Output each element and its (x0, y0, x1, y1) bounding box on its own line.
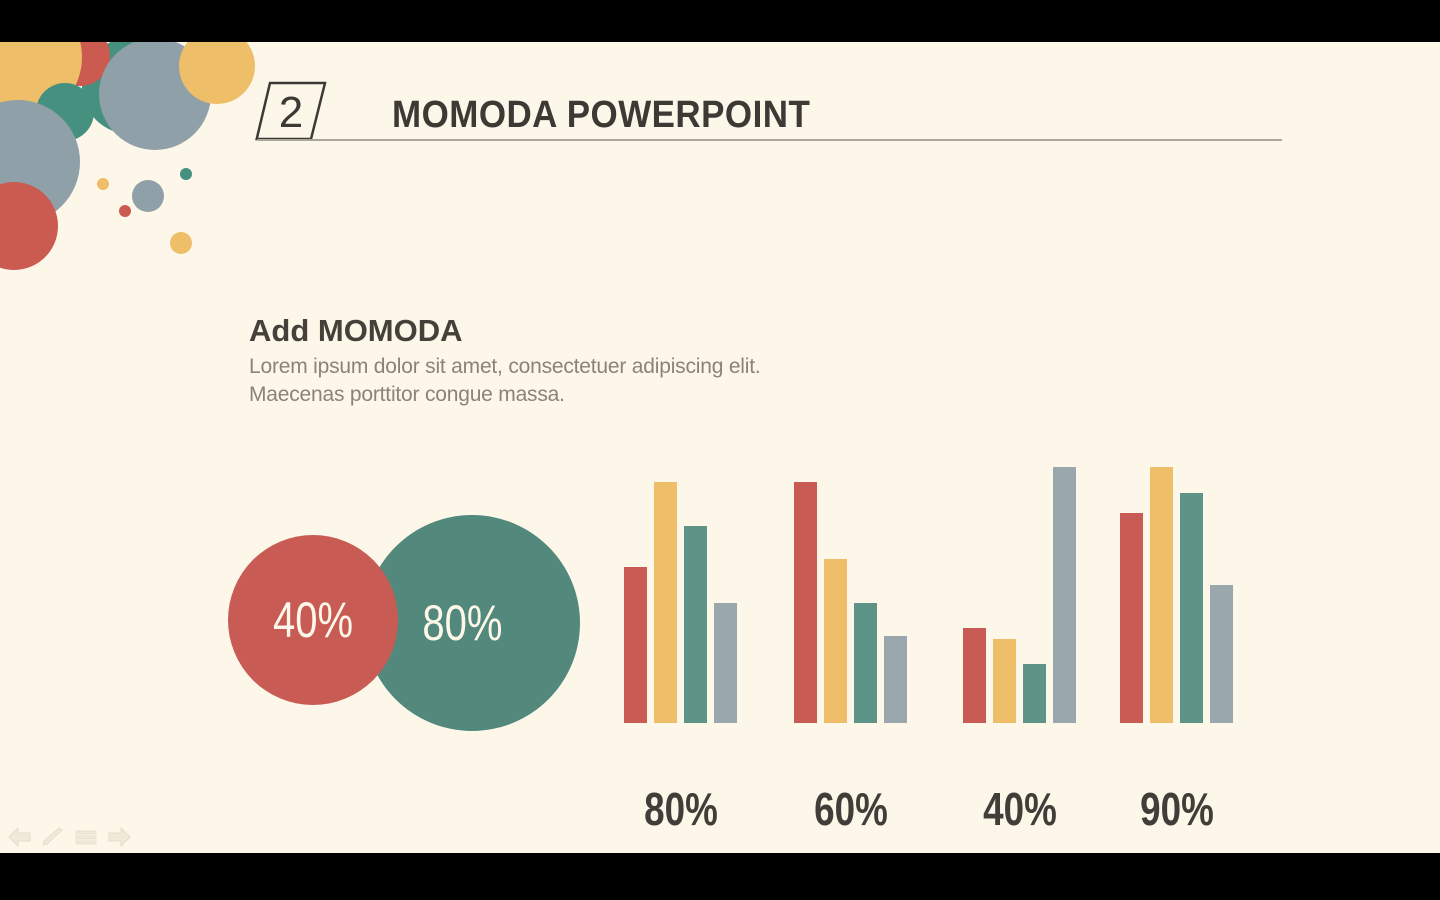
venn-label-40: 40% (272, 592, 354, 648)
teal-dot-small (180, 168, 192, 180)
bar-group-label: 80% (644, 783, 718, 835)
previous-slide-icon[interactable] (8, 827, 32, 847)
bar-teal (1023, 664, 1046, 723)
bar-yellow (654, 482, 677, 723)
body-text-line-2: Maecenas porttitor congue massa. (249, 383, 565, 406)
bar-group-label: 90% (1140, 783, 1214, 835)
pen-icon[interactable] (41, 827, 65, 847)
bar-teal (684, 526, 707, 723)
yellow-bubble-right (179, 42, 255, 104)
red-dot-small (119, 205, 131, 217)
yellow-dot-medium (170, 232, 192, 254)
bar-red (794, 482, 817, 723)
bar-group-80% (624, 466, 737, 723)
bar-red (963, 628, 986, 723)
bar-red (1120, 513, 1143, 723)
bar-gray (1053, 467, 1076, 723)
venn-circle-80: 80% (364, 515, 580, 731)
bar-group-60% (794, 466, 907, 723)
page-title: MOMODA POWERPOINT (392, 94, 811, 136)
bar-red (624, 567, 647, 723)
slide-number: 2 (278, 88, 304, 137)
menu-icon[interactable] (74, 827, 98, 847)
bar-yellow (993, 639, 1016, 723)
bar-gray (884, 636, 907, 723)
letterbox-bottom (0, 853, 1440, 900)
gray-dot-medium (132, 180, 164, 212)
letterbox-top (0, 0, 1440, 42)
bar-teal (1180, 493, 1203, 723)
venn-circle-40: 40% (228, 535, 398, 705)
bar-gray (1210, 585, 1233, 723)
body-text-line-1: Lorem ipsum dolor sit amet, consectetuer… (249, 355, 761, 378)
venn-label-80: 80% (422, 595, 503, 651)
bar-group-40% (963, 466, 1076, 723)
bar-group-label: 40% (983, 783, 1057, 835)
bar-yellow (1150, 467, 1173, 723)
bar-teal (854, 603, 877, 723)
bar-group-90% (1120, 466, 1233, 723)
slide-canvas: 2 MOMODA POWERPOINT Add MOMODA Lorem ips… (0, 42, 1440, 853)
section-heading: Add MOMODA (249, 313, 463, 348)
header-divider-line (257, 139, 1282, 141)
yellow-dot-small (97, 178, 109, 190)
bar-yellow (824, 559, 847, 723)
bar-group-label: 60% (814, 783, 888, 835)
next-slide-icon[interactable] (107, 827, 131, 847)
bar-gray (714, 603, 737, 723)
